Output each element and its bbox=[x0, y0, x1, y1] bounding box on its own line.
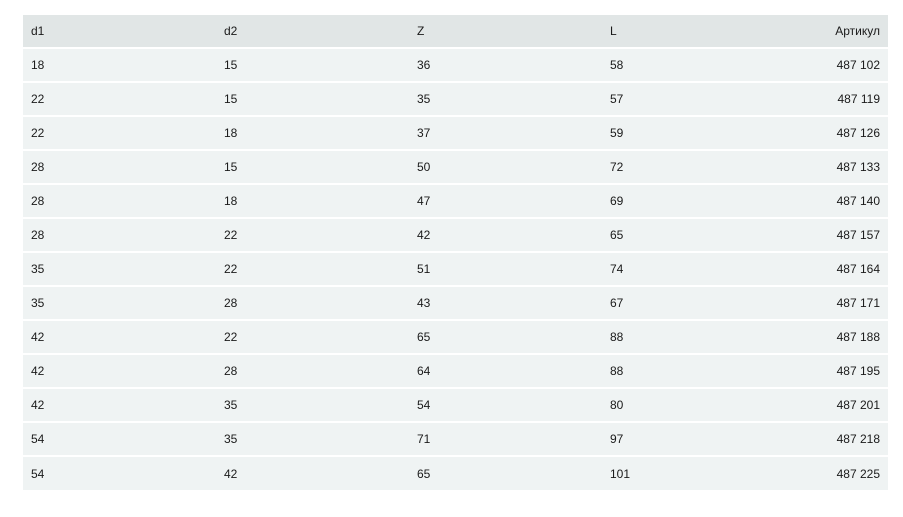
cell-d1: 28 bbox=[31, 228, 45, 242]
cell-d1: 28 bbox=[31, 194, 45, 208]
table-row: 35 28 43 67 487 171 bbox=[23, 286, 888, 320]
cell-z: 35 bbox=[417, 92, 431, 106]
table-row: 54 42 65 101 487 225 bbox=[23, 456, 888, 490]
cell-d2: 18 bbox=[224, 194, 238, 208]
table-row: 42 35 54 80 487 201 bbox=[23, 388, 888, 422]
cell-article: 487 218 bbox=[836, 432, 880, 446]
cell-article: 487 164 bbox=[836, 262, 880, 276]
cell-article: 487 195 bbox=[836, 364, 880, 378]
cell-l: 97 bbox=[610, 432, 624, 446]
table-row: 54 35 71 97 487 218 bbox=[23, 422, 888, 456]
cell-z: 64 bbox=[417, 364, 431, 378]
header-d1: d1 bbox=[31, 24, 45, 38]
cell-article: 487 188 bbox=[836, 330, 880, 344]
cell-d1: 42 bbox=[31, 364, 45, 378]
cell-l: 88 bbox=[610, 330, 624, 344]
table-row: 22 18 37 59 487 126 bbox=[23, 116, 888, 150]
header-d2: d2 bbox=[224, 24, 238, 38]
cell-article: 487 119 bbox=[837, 92, 881, 106]
cell-z: 47 bbox=[417, 194, 431, 208]
cell-l: 65 bbox=[610, 228, 624, 242]
cell-article: 487 157 bbox=[836, 228, 880, 242]
cell-d1: 22 bbox=[31, 126, 45, 140]
header-l: L bbox=[610, 24, 617, 38]
cell-z: 50 bbox=[417, 160, 431, 174]
cell-z: 71 bbox=[417, 432, 431, 446]
cell-l: 59 bbox=[610, 126, 624, 140]
cell-d2: 28 bbox=[224, 364, 238, 378]
cell-article: 487 140 bbox=[836, 194, 880, 208]
cell-article: 487 102 bbox=[836, 58, 880, 72]
table-row: 42 22 65 88 487 188 bbox=[23, 320, 888, 354]
table-row: 35 22 51 74 487 164 bbox=[23, 252, 888, 286]
table-row: 22 15 35 57 487 119 bbox=[23, 82, 888, 116]
cell-z: 42 bbox=[417, 228, 431, 242]
cell-article: 487 201 bbox=[836, 398, 880, 412]
cell-article: 487 126 bbox=[836, 126, 880, 140]
cell-l: 72 bbox=[610, 160, 624, 174]
cell-d1: 42 bbox=[31, 330, 45, 344]
cell-l: 101 bbox=[610, 466, 631, 481]
cell-l: 67 bbox=[610, 296, 624, 310]
cell-d2: 35 bbox=[224, 398, 238, 412]
cell-d1: 18 bbox=[31, 58, 45, 72]
cell-d2: 42 bbox=[224, 466, 238, 481]
cell-z: 51 bbox=[417, 262, 431, 276]
cell-article: 487 171 bbox=[836, 296, 880, 310]
cell-article: 487 225 bbox=[836, 466, 880, 481]
cell-d1: 42 bbox=[31, 398, 45, 412]
table-row: 28 18 47 69 487 140 bbox=[23, 184, 888, 218]
cell-d2: 22 bbox=[224, 262, 238, 276]
table-header-row: d1 d2 Z L Артикул bbox=[23, 15, 888, 48]
cell-l: 74 bbox=[610, 262, 624, 276]
cell-d1: 35 bbox=[31, 262, 45, 276]
cell-d2: 18 bbox=[224, 126, 238, 140]
cell-d2: 22 bbox=[224, 330, 238, 344]
cell-l: 58 bbox=[610, 58, 624, 72]
header-article: Артикул bbox=[835, 24, 880, 38]
cell-d1: 22 bbox=[31, 92, 45, 106]
table-row: 28 15 50 72 487 133 bbox=[23, 150, 888, 184]
cell-d1: 28 bbox=[31, 160, 45, 174]
cell-d1: 54 bbox=[31, 466, 45, 481]
cell-d2: 22 bbox=[224, 228, 238, 242]
cell-z: 54 bbox=[417, 398, 431, 412]
cell-l: 88 bbox=[610, 364, 624, 378]
product-table: d1 d2 Z L Артикул 18 15 36 58 487 102 22 15 35 5… bbox=[23, 15, 888, 490]
cell-d2: 15 bbox=[224, 92, 238, 106]
cell-d2: 15 bbox=[224, 58, 238, 72]
cell-l: 57 bbox=[610, 92, 624, 106]
cell-d2: 28 bbox=[224, 296, 238, 310]
cell-d2: 15 bbox=[224, 160, 238, 174]
cell-l: 69 bbox=[610, 194, 624, 208]
table-row: 42 28 64 88 487 195 bbox=[23, 354, 888, 388]
cell-article: 487 133 bbox=[836, 160, 880, 174]
table-row: 18 15 36 58 487 102 bbox=[23, 48, 888, 82]
cell-z: 65 bbox=[417, 466, 431, 481]
cell-z: 37 bbox=[417, 126, 431, 140]
cell-l: 80 bbox=[610, 398, 624, 412]
header-z: Z bbox=[417, 24, 425, 38]
table-row: 28 22 42 65 487 157 bbox=[23, 218, 888, 252]
cell-d1: 54 bbox=[31, 432, 45, 446]
cell-z: 36 bbox=[417, 58, 431, 72]
cell-d1: 35 bbox=[31, 296, 45, 310]
cell-z: 65 bbox=[417, 330, 431, 344]
cell-z: 43 bbox=[417, 296, 431, 310]
cell-d2: 35 bbox=[224, 432, 238, 446]
